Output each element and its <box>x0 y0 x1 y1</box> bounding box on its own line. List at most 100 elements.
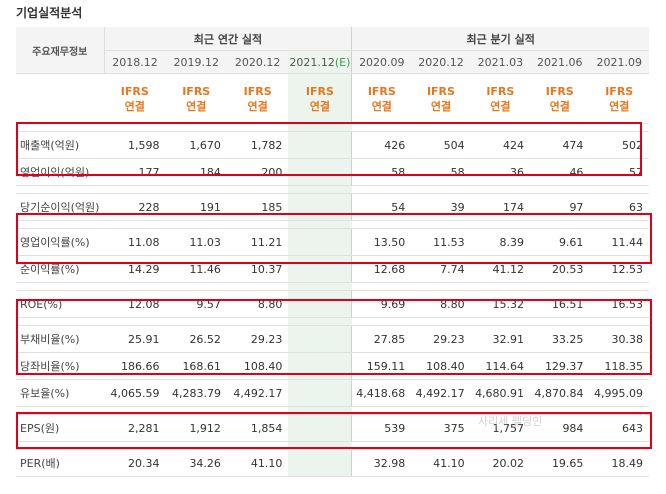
quarter-cell: 41.10 <box>411 449 471 477</box>
annual-cell: 12.08 <box>104 290 166 318</box>
quarter-cell: 32.98 <box>351 449 412 477</box>
period-annual: 2019.12 <box>165 50 227 74</box>
spacer-cell <box>530 441 590 450</box>
row-label: 부채비율(%) <box>16 325 105 353</box>
row-spacer <box>16 406 649 415</box>
spacer-cell <box>226 317 289 326</box>
quarter-cell: 7.74 <box>411 255 471 283</box>
spacer-cell <box>411 441 471 450</box>
spacer-cell <box>411 185 471 194</box>
quarter-cell: 97 <box>530 193 590 221</box>
quarter-cell: 8.39 <box>470 228 531 256</box>
page-title: 기업실적분석 <box>16 6 83 20</box>
ifrs-row-label <box>16 73 105 124</box>
header-label: 주요재무정보 <box>16 27 105 74</box>
spacer-cell <box>288 123 352 132</box>
spacer-cell <box>589 220 649 229</box>
quarter-cell: 11.44 <box>589 228 649 256</box>
quarter-cell: 984 <box>530 414 590 442</box>
annual-cell: 34.26 <box>165 449 227 477</box>
quarter-cell: 4,680.91 <box>470 379 531 407</box>
row-spacer <box>16 441 649 450</box>
spacer-cell <box>589 406 649 415</box>
table-row: 매출액(억원) 1,598 1,670 1,782 426 504 424 474 502 <box>16 131 649 159</box>
table-row: 당좌비율(%) 186.66 168.61 108.40 159.11 108.40 114… <box>16 352 649 380</box>
row-spacer <box>16 282 649 291</box>
spacer-cell <box>589 282 649 291</box>
spacer-cell <box>411 220 471 229</box>
row-label: 유보율(%) <box>16 379 105 407</box>
forecast-cell <box>288 352 353 380</box>
period-quarter: 2020.09 <box>351 50 412 74</box>
spacer-cell <box>226 406 289 415</box>
annual-cell: 11.46 <box>165 255 227 283</box>
forecast-cell <box>288 449 353 477</box>
spacer-cell <box>16 185 105 194</box>
quarter-cell: 20.53 <box>530 255 590 283</box>
quarter-cell: 9.61 <box>530 228 590 256</box>
annual-cell: 10.37 <box>226 255 289 283</box>
quarter-cell: 39 <box>411 193 471 221</box>
forecast-cell <box>288 414 353 442</box>
spacer-cell <box>530 406 590 415</box>
annual-cell: 185 <box>226 193 289 221</box>
header-row: 주요재무정보 최근 연간 실적 최근 분기 실적 <box>16 27 649 74</box>
ifrs-badge: IFRS 연결 <box>226 73 289 124</box>
annual-cell: 1,670 <box>165 131 227 159</box>
ifrs-badge: IFRS 연결 <box>351 73 412 124</box>
annual-cell: 4,283.79 <box>165 379 227 407</box>
spacer-cell <box>16 317 105 326</box>
quarter-cell: 539 <box>351 414 412 442</box>
spacer-cell <box>104 185 166 194</box>
watermark-text: 사리세 펠딩인 <box>478 415 543 428</box>
spacer-cell <box>470 123 531 132</box>
quarter-cell: 41.12 <box>470 255 531 283</box>
spacer-cell <box>104 220 166 229</box>
spacer-cell <box>351 406 412 415</box>
annual-cell: 186.66 <box>104 352 166 380</box>
annual-cell: 25.91 <box>104 325 166 353</box>
quarter-cell: 15.32 <box>470 290 531 318</box>
table-row: 유보율(%) 4,065.59 4,283.79 4,492.17 4,418.68 4,… <box>16 379 649 407</box>
annual-cell: 168.61 <box>165 352 227 380</box>
spacer-cell <box>165 123 227 132</box>
annual-cell: 4,065.59 <box>104 379 166 407</box>
spacer-cell <box>288 220 352 229</box>
spacer-cell <box>288 282 352 291</box>
quarter-cell: 18.49 <box>589 449 649 477</box>
quarter-cell: 129.37 <box>530 352 590 380</box>
row-label: 당좌비율(%) <box>16 352 105 380</box>
quarter-cell: 30.38 <box>589 325 649 353</box>
quarter-cell: 1,757 <box>470 414 531 442</box>
spacer-cell <box>530 282 590 291</box>
spacer-cell <box>411 406 471 415</box>
spacer-cell <box>470 406 531 415</box>
quarter-cell: 4,870.84 <box>530 379 590 407</box>
annual-cell: 29.23 <box>226 325 289 353</box>
spacer-cell <box>165 282 227 291</box>
table-row: 영업이익률(%) 11.08 11.03 11.21 13.50 11.53 8.39 9.6… <box>16 228 649 256</box>
quarter-cell: 502 <box>589 131 649 159</box>
spacer-cell <box>288 185 352 194</box>
period-row: 2018.12 2019.12 2020.12 2021.12(E) 2020.… <box>16 50 649 74</box>
annual-header: 최근 연간 실적 <box>104 27 353 51</box>
annual-cell: 177 <box>104 158 166 186</box>
spacer-cell <box>165 317 227 326</box>
quarter-cell: 58 <box>411 158 471 186</box>
annual-cell: 11.03 <box>165 228 227 256</box>
spacer-cell <box>589 123 649 132</box>
spacer-cell <box>351 185 412 194</box>
forecast-mark: (E) <box>334 55 351 69</box>
spacer-cell <box>16 282 105 291</box>
spacer-cell <box>530 123 590 132</box>
annual-cell: 11.21 <box>226 228 289 256</box>
forecast-cell <box>288 228 353 256</box>
spacer-cell <box>351 220 412 229</box>
quarter-cell: 8.80 <box>411 290 471 318</box>
period-quarter: 2020.12 <box>411 50 471 74</box>
row-label: 순이익률(%) <box>16 255 105 283</box>
annual-cell: 14.29 <box>104 255 166 283</box>
forecast-cell <box>288 158 353 186</box>
ifrs-badge: IFRS 연결 <box>288 73 353 124</box>
quarter-cell: 58 <box>351 158 412 186</box>
